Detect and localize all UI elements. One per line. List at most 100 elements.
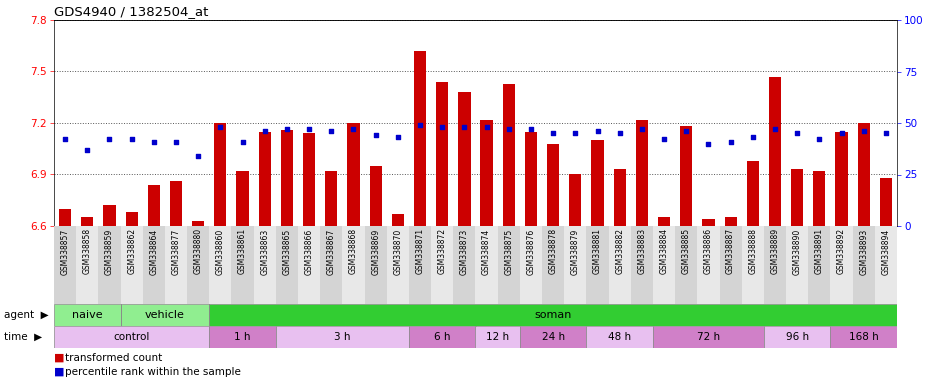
Point (812, 136, 827, 142)
Point (501, 126, 516, 132)
Bar (209, 226, 231, 304)
Point (768, 126, 783, 132)
Point (746, 134, 760, 141)
Bar (276, 226, 298, 304)
Point (213, 124, 228, 130)
Text: GSM338882: GSM338882 (615, 228, 624, 274)
Bar (192, 221, 204, 226)
Bar (59, 209, 71, 226)
Text: 3 h: 3 h (334, 332, 351, 342)
Bar (746, 161, 758, 226)
Bar (764, 226, 786, 304)
Bar (742, 226, 764, 304)
Point (546, 130, 561, 136)
Text: GSM338866: GSM338866 (304, 228, 314, 275)
Bar (502, 83, 515, 226)
Bar (104, 205, 116, 226)
Bar (724, 217, 736, 226)
Bar (215, 123, 227, 226)
Point (102, 136, 117, 142)
Bar (813, 171, 825, 226)
Text: GSM338881: GSM338881 (593, 228, 602, 274)
Text: GSM338868: GSM338868 (349, 228, 358, 275)
Bar (635, 119, 648, 226)
Text: GSM338877: GSM338877 (171, 228, 180, 275)
Text: 72 h: 72 h (697, 332, 720, 342)
Point (790, 130, 805, 136)
Bar (831, 326, 897, 348)
Bar (453, 226, 475, 304)
Text: GSM338875: GSM338875 (504, 228, 513, 275)
Bar (586, 326, 653, 348)
Text: GSM338871: GSM338871 (415, 228, 425, 275)
Text: GSM338878: GSM338878 (549, 228, 558, 275)
Bar (237, 171, 249, 226)
Bar (547, 144, 560, 226)
Bar (586, 226, 609, 304)
Point (168, 139, 183, 145)
Bar (170, 181, 182, 226)
Text: GSM338879: GSM338879 (571, 228, 580, 275)
Text: GSM338893: GSM338893 (859, 228, 869, 275)
Text: GSM338889: GSM338889 (771, 228, 780, 275)
Bar (436, 82, 449, 226)
Text: naive: naive (72, 310, 103, 320)
Bar (835, 132, 847, 226)
Bar (769, 77, 781, 226)
Text: 48 h: 48 h (608, 332, 631, 342)
Point (191, 153, 205, 159)
Bar (120, 305, 209, 326)
Bar (520, 326, 586, 348)
Bar (409, 226, 431, 304)
Bar (259, 132, 271, 226)
Point (834, 130, 849, 136)
Point (701, 141, 716, 147)
Bar (564, 226, 586, 304)
Point (368, 132, 383, 139)
Bar (187, 226, 209, 304)
Text: time  ▶: time ▶ (4, 332, 43, 342)
Text: GSM338859: GSM338859 (105, 228, 114, 275)
Text: GSM338883: GSM338883 (637, 228, 647, 275)
Bar (520, 226, 542, 304)
Point (390, 134, 405, 141)
Bar (475, 226, 498, 304)
Text: GSM338876: GSM338876 (526, 228, 536, 275)
Bar (475, 326, 520, 348)
Text: GDS4940 / 1382504_at: GDS4940 / 1382504_at (54, 5, 208, 18)
Bar (591, 140, 604, 226)
Text: GSM338861: GSM338861 (238, 228, 247, 275)
Point (146, 139, 161, 145)
Point (346, 126, 361, 132)
Bar (98, 226, 120, 304)
Point (235, 139, 250, 145)
Text: GSM338894: GSM338894 (882, 228, 891, 275)
Bar (480, 119, 493, 226)
Point (80, 147, 94, 153)
Text: transformed count: transformed count (65, 353, 163, 363)
Point (479, 124, 494, 130)
Point (124, 136, 139, 142)
Point (302, 126, 316, 132)
Text: GSM338888: GSM338888 (748, 228, 758, 274)
Text: GSM338874: GSM338874 (482, 228, 491, 275)
Point (723, 139, 738, 145)
Bar (303, 133, 315, 226)
Bar (364, 226, 387, 304)
Text: 96 h: 96 h (785, 332, 808, 342)
Bar (680, 126, 692, 226)
Text: 12 h: 12 h (487, 332, 510, 342)
Bar (498, 226, 520, 304)
Bar (808, 226, 831, 304)
Bar (653, 226, 675, 304)
Bar (786, 226, 808, 304)
Point (435, 124, 450, 130)
Text: GSM338857: GSM338857 (61, 228, 69, 275)
Text: GSM338892: GSM338892 (837, 228, 846, 275)
Bar (276, 326, 409, 348)
Text: GSM338865: GSM338865 (282, 228, 291, 275)
Text: agent  ▶: agent ▶ (4, 310, 49, 320)
Bar (675, 226, 697, 304)
Bar (281, 130, 293, 226)
Point (257, 128, 272, 134)
